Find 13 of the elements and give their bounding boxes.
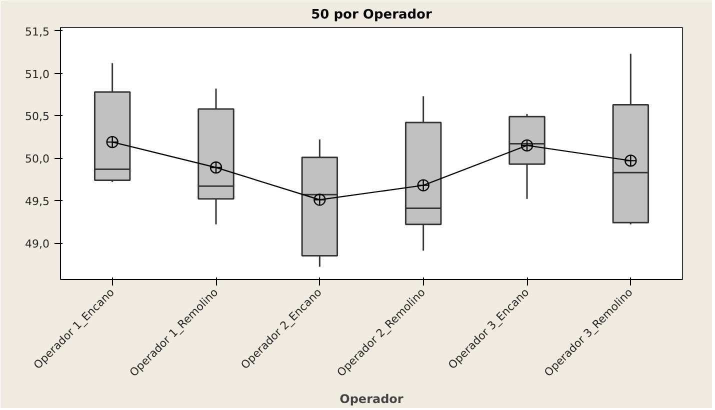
y-tick-label: 50,0 bbox=[25, 152, 50, 166]
point bbox=[417, 179, 430, 192]
point bbox=[106, 136, 118, 148]
point bbox=[314, 194, 326, 206]
chart-title: 50 por Operador bbox=[311, 8, 432, 22]
y-tick-label: 51,5 bbox=[25, 25, 50, 38]
point bbox=[624, 154, 637, 167]
y-tick-label: 49,5 bbox=[25, 195, 50, 208]
x-axis-title: Operador bbox=[340, 392, 404, 406]
y-tick-label: 51,0 bbox=[25, 68, 50, 81]
y-tick-label: 49,0 bbox=[25, 238, 50, 251]
point bbox=[210, 161, 222, 174]
y-tick-label: 50,5 bbox=[25, 110, 50, 124]
